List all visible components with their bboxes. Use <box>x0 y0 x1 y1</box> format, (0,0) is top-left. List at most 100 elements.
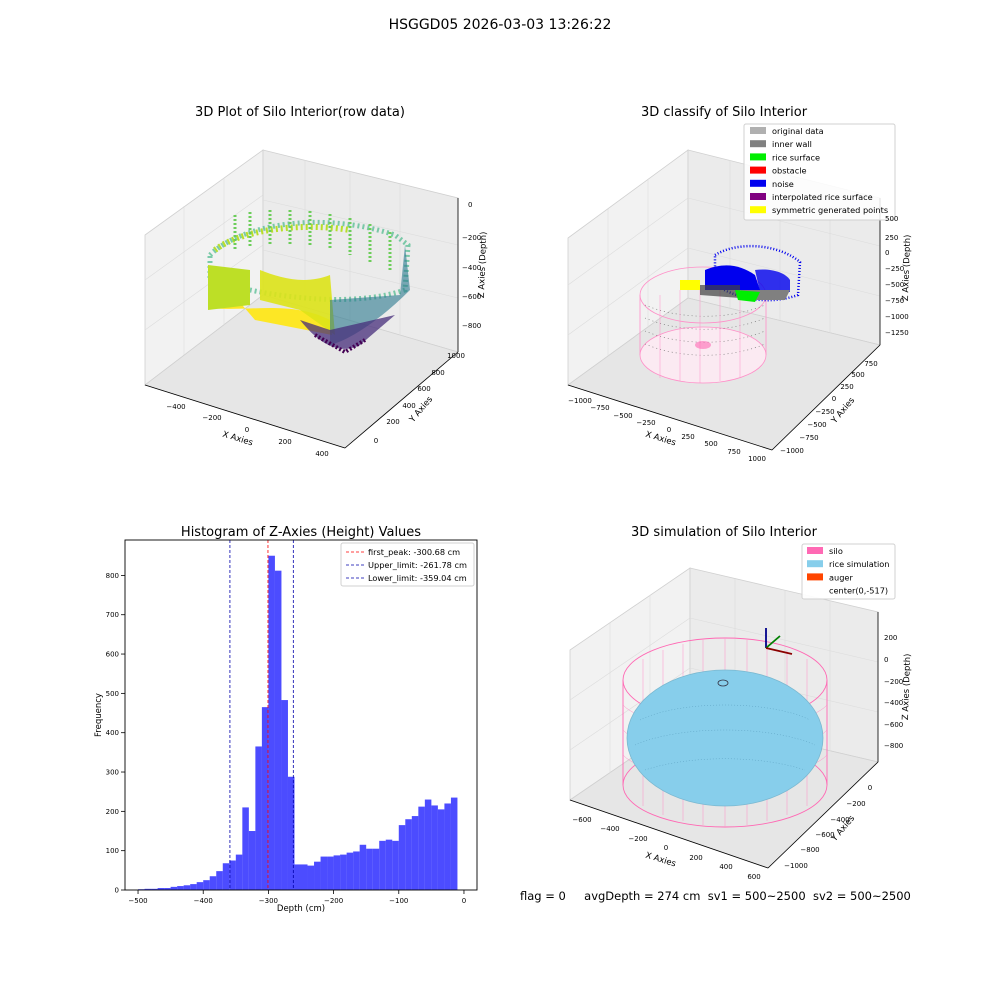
simulation-ytick: 0 <box>868 784 872 792</box>
raw-ytick: 200 <box>386 418 399 426</box>
simulation-ztick: −200 <box>884 678 903 686</box>
histogram-bar <box>261 707 269 890</box>
histogram-ytick-label: 100 <box>106 847 119 855</box>
legend-swatch <box>750 166 766 174</box>
classify-xtick: −500 <box>613 412 632 420</box>
histogram-legend-label: Upper_limit: -261.78 cm <box>368 560 467 570</box>
classify-zlabel: Z Axies (Depth) <box>901 234 913 301</box>
legend-label: rice simulation <box>829 559 889 569</box>
classify-xtick: −250 <box>636 419 655 427</box>
histogram-bar <box>346 852 354 890</box>
simulation-xlabel: X Axies <box>644 851 677 870</box>
histogram-vlines <box>229 540 294 890</box>
avg-depth-text: avgDepth = 274 cm <box>584 889 701 903</box>
histogram-x-ticks: −500 −400 −300 −200 −100 0 <box>128 890 466 905</box>
histogram-bar <box>157 888 165 890</box>
legend-swatch <box>750 153 766 161</box>
classify-ztick: −1000 <box>885 313 909 321</box>
raw-ytick: 800 <box>431 369 444 377</box>
raw-xtick: 400 <box>315 450 328 458</box>
classify-ztick: 500 <box>885 215 898 223</box>
histogram-bar <box>170 886 178 890</box>
simulation-ytick: −200 <box>846 800 865 808</box>
raw-scatter <box>207 210 411 355</box>
classify-ytick: −1000 <box>780 447 804 455</box>
histogram-bar <box>372 848 380 890</box>
histogram-ytick-label: 700 <box>106 611 119 619</box>
histogram-bar <box>379 840 386 890</box>
histogram-bar <box>196 882 204 890</box>
classify-y-ticks: −1000 −750 −500 −250 0 250 500 750 <box>780 360 878 455</box>
histogram-bar <box>209 876 217 890</box>
sv1-text: sv1 = 500~2500 <box>707 889 806 903</box>
histogram-bar <box>366 848 373 890</box>
simulation-legend-items: silo rice simulation auger center(0,-517) <box>807 546 889 596</box>
histogram-ytick-label: 600 <box>106 651 119 659</box>
legend-swatch <box>750 206 766 214</box>
legend-swatch <box>750 140 766 148</box>
simulation-xtick: −200 <box>628 835 647 843</box>
simulation-ztick: −800 <box>884 742 903 750</box>
raw-ztick: −400 <box>462 264 481 272</box>
panel-raw: 3D Plot of Silo Interior(row data) <box>144 105 489 458</box>
raw-ytick: 400 <box>402 402 415 410</box>
classify-ytick: 500 <box>851 371 864 379</box>
histogram-bar <box>274 570 282 890</box>
histogram-bar <box>190 884 197 890</box>
histogram-bar <box>222 863 230 890</box>
simulation-z-ticks: 200 0 −200 −400 −600 −800 <box>884 634 903 750</box>
raw-3d-box <box>144 149 459 449</box>
classify-xtick: 500 <box>704 440 717 448</box>
classify-ytick: 750 <box>864 360 877 368</box>
classify-ztick: −750 <box>885 297 904 305</box>
simulation-x-ticks: −600 −400 −200 0 200 400 600 <box>572 816 760 881</box>
histogram-legend <box>340 542 475 587</box>
simulation-ztick: 200 <box>884 634 897 642</box>
legend-label: silo <box>829 546 843 556</box>
simulation-ytick: −600 <box>815 831 834 839</box>
simulation-ztick: −400 <box>884 699 903 707</box>
histogram-frame <box>124 539 478 891</box>
simulation-xtick: 400 <box>719 863 732 871</box>
classify-z-ticks: 500 250 0 −250 −500 −750 −1000 −1250 <box>885 215 909 337</box>
classify-xtick: 750 <box>727 448 740 456</box>
histogram-bar <box>164 888 171 890</box>
simulation-ytick: −1000 <box>784 862 808 870</box>
histogram-legend-label: Lower_limit: -359.04 cm <box>368 573 467 583</box>
histogram-bar <box>216 871 223 890</box>
classify-scatter <box>639 244 802 384</box>
histogram-title: Histogram of Z-Axies (Height) Values <box>181 525 421 540</box>
figure-title: HSGGD05 2026-03-03 13:26:22 <box>388 17 612 33</box>
histogram-bar <box>248 831 256 890</box>
legend-swatch <box>750 193 766 200</box>
simulation-y-ticks: 0 −200 −400 −600 −800 −1000 <box>784 784 872 870</box>
legend-label: center(0,-517) <box>829 586 888 596</box>
histogram-bar <box>183 885 191 890</box>
histogram-bar <box>235 854 243 890</box>
classify-ytick: 250 <box>840 383 853 391</box>
histogram-bar <box>229 860 236 890</box>
histogram-ytick-label: 500 <box>106 690 119 698</box>
classify-xtick: 0 <box>667 426 671 434</box>
legend-label: obstacle <box>772 166 807 176</box>
histogram-bar <box>281 700 288 890</box>
raw-y-ticks: 0 200 400 600 800 1000 <box>374 352 465 445</box>
histogram-bar <box>327 856 334 890</box>
histogram-bar <box>359 844 367 890</box>
classify-ztick: 250 <box>885 234 898 242</box>
classify-x-ticks: −1000 −750 −500 −250 0 250 500 750 1000 <box>568 397 766 463</box>
legend-swatch <box>750 179 766 187</box>
legend-swatch <box>750 127 766 134</box>
histogram-legend-label: first_peak: -300.68 cm <box>368 547 460 557</box>
classify-xlabel: X Axies <box>644 430 677 449</box>
histogram-bar <box>177 886 184 890</box>
histogram-ytick-label: 400 <box>106 729 119 737</box>
legend-swatch <box>807 573 823 581</box>
simulation-ztick: 0 <box>884 656 888 664</box>
simulation-ytick: −400 <box>830 816 849 824</box>
classify-xtick: −750 <box>590 404 609 412</box>
histogram-bar <box>333 855 341 890</box>
histogram-bar <box>340 854 347 890</box>
simulation-title: 3D simulation of Silo Interior <box>631 525 818 540</box>
